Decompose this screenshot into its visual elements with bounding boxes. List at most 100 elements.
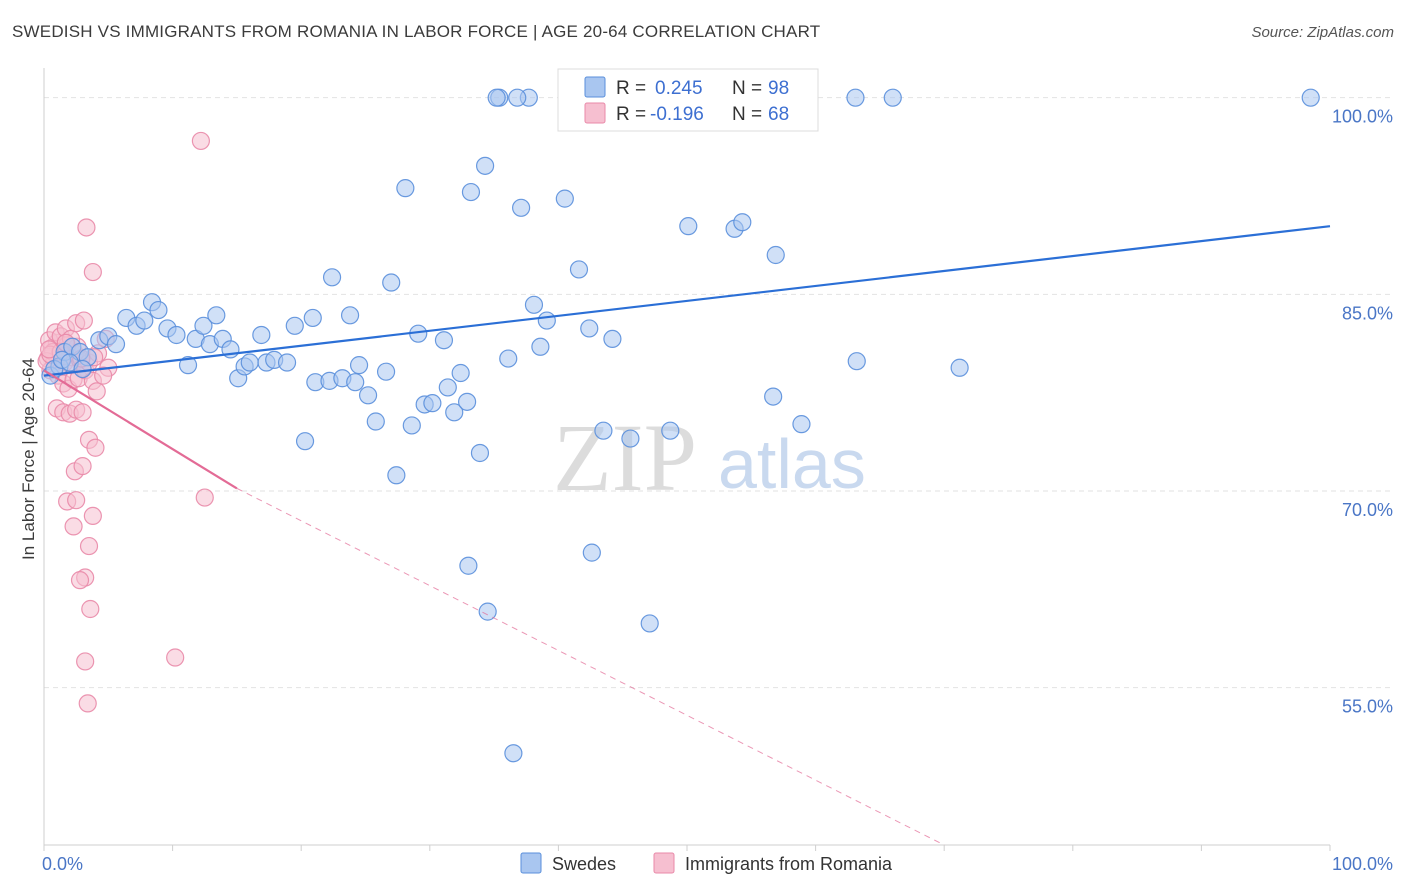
bottom-legend: Swedes Immigrants from Romania [520, 852, 893, 874]
swedes-point [504, 744, 523, 763]
swedes-point [580, 319, 599, 338]
swedes-point [524, 295, 544, 314]
swedes-point [303, 308, 322, 328]
swedes-point [295, 432, 315, 451]
swedes-point [194, 316, 213, 335]
swedes-point [366, 412, 385, 431]
romania-point [87, 382, 106, 401]
legend-swatch-romania [584, 102, 606, 124]
romania-point [166, 648, 185, 667]
trend-lines [43, 225, 1331, 846]
bottom-legend-swatch-romania [653, 852, 675, 874]
swedes-point [499, 349, 518, 368]
tick-labels: 100.0% 85.0% 70.0% 55.0% 0.0% 100.0% [42, 107, 1393, 874]
bottom-legend-swatch-swedes [520, 852, 542, 874]
swedes-point [569, 260, 589, 279]
romania-point [94, 366, 113, 385]
swedes-point [733, 213, 752, 232]
swedes-points [41, 88, 1320, 763]
swedes-point [847, 352, 866, 371]
legend-r-label: R = [616, 78, 646, 99]
y-tick-label: 55.0% [1342, 697, 1393, 717]
romania-point [83, 506, 102, 526]
swedes-point [487, 88, 506, 107]
romania-point [67, 491, 86, 510]
swedes-point [322, 268, 342, 287]
legend-r-label: R = [616, 104, 646, 125]
swedes-point [340, 306, 360, 325]
y-axis-title: In Labor Force | Age 20-64 [19, 358, 38, 560]
legend-n-value: 98 [768, 78, 789, 99]
x-tick-label: 0.0% [42, 854, 83, 874]
romania-trend-extension [236, 487, 945, 846]
romania-point [191, 131, 210, 151]
swedes-point [792, 415, 811, 434]
swedes-point [240, 353, 259, 372]
swedes-point [423, 394, 442, 413]
axes-layer [43, 68, 1331, 851]
swedes-point [149, 300, 168, 320]
romania-point [73, 403, 92, 422]
watermark-zip: ZIP [553, 404, 697, 511]
watermark: ZIP atlas [553, 404, 866, 511]
swedes-point [766, 245, 785, 265]
romania-point [73, 456, 92, 476]
romania-trend-line [43, 369, 238, 490]
swedes-point [252, 325, 271, 345]
swedes-point [438, 378, 457, 397]
swedes-point [285, 316, 304, 335]
swedes-point [73, 359, 92, 379]
swedes-point [475, 156, 495, 175]
y-tick-label: 85.0% [1342, 303, 1393, 323]
swedes-point [167, 325, 186, 345]
swedes-point [679, 217, 698, 236]
swedes-point [382, 273, 401, 292]
swedes-point [883, 88, 902, 107]
y-tick-label: 70.0% [1342, 500, 1393, 520]
romania-point [78, 694, 97, 713]
grid-layer [44, 97, 1392, 689]
romania-point [70, 571, 90, 590]
romania-point [76, 652, 95, 671]
swedes-point [846, 88, 865, 107]
swedes-point [640, 614, 659, 633]
swedes-point [451, 363, 470, 383]
swedes-trend-line [43, 225, 1331, 377]
romania-point [77, 218, 96, 237]
swedes-point [358, 386, 378, 405]
legend-n-value: 68 [768, 104, 789, 125]
swedes-point [402, 416, 421, 435]
swedes-point [621, 429, 640, 448]
x-tick-label: 100.0% [1332, 854, 1393, 874]
swedes-point [459, 556, 478, 575]
swedes-point [594, 421, 613, 440]
swedes-point [1301, 88, 1320, 107]
legend-box: R = 0.245 N = 98 R = -0.196 N = 68 [557, 68, 819, 132]
swedes-point [478, 602, 497, 621]
swedes-point [537, 311, 556, 330]
romania-point [79, 536, 99, 556]
swedes-point [531, 337, 550, 356]
swedes-point [555, 189, 574, 208]
legend-r-value: 0.245 [655, 78, 703, 99]
legend-swatch-swedes [584, 76, 606, 98]
legend-n-label: N = [732, 104, 762, 125]
swedes-point [512, 198, 531, 217]
swedes-point [106, 335, 126, 354]
swedes-point [764, 387, 783, 406]
legend-r-value: -0.196 [650, 104, 704, 125]
swedes-point [387, 466, 406, 485]
swedes-point [346, 373, 365, 392]
romania-point [74, 311, 93, 330]
swedes-point [457, 392, 477, 411]
legend-n-label: N = [732, 78, 762, 99]
romania-point [64, 517, 83, 536]
swedes-point [461, 182, 481, 202]
swedes-point [376, 362, 396, 381]
swedes-point [207, 306, 226, 325]
swedes-point [470, 443, 490, 463]
romania-point [81, 599, 100, 619]
swedes-point [582, 543, 601, 562]
swedes-point [950, 358, 969, 377]
